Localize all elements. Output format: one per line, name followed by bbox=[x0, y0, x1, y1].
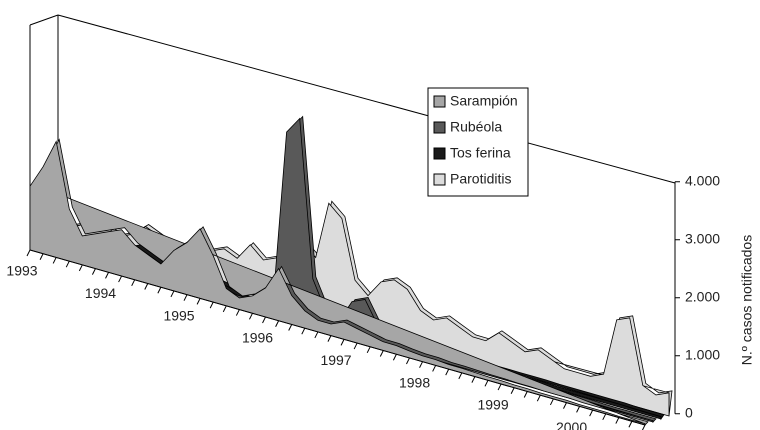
legend-swatch bbox=[433, 173, 446, 186]
x-tick-label: 1995 bbox=[163, 307, 194, 323]
legend-label: Rubéola bbox=[450, 119, 502, 135]
x-tick bbox=[432, 365, 437, 372]
wall-edge bbox=[29, 14, 59, 26]
legend-swatch bbox=[433, 95, 446, 108]
x-tick bbox=[65, 260, 70, 268]
area bbox=[29, 140, 646, 426]
x-tick bbox=[458, 372, 463, 380]
x-tick bbox=[602, 413, 607, 421]
x-tick bbox=[366, 346, 371, 354]
x-tick bbox=[392, 354, 397, 361]
y-tick-label: 2.000 bbox=[685, 288, 720, 304]
x-tick bbox=[248, 313, 253, 320]
x-tick bbox=[78, 264, 83, 272]
x-tick-label: 1997 bbox=[320, 352, 351, 368]
x-tick bbox=[26, 249, 31, 257]
legend: Sarampión Rubéola Tos ferina Parotiditis bbox=[427, 87, 529, 197]
x-tick bbox=[549, 398, 554, 406]
x-tick bbox=[471, 376, 476, 383]
x-tick bbox=[105, 272, 109, 279]
legend-swatch bbox=[433, 121, 446, 134]
x-tick-label: 2000 bbox=[556, 419, 587, 430]
x-tick bbox=[157, 287, 162, 294]
x-tick bbox=[406, 357, 410, 365]
x-tick bbox=[510, 387, 515, 394]
legend-label: Sarampión bbox=[450, 93, 518, 109]
x-tick bbox=[275, 320, 280, 327]
x-tick bbox=[131, 279, 136, 287]
x-tick-label: 1993 bbox=[6, 263, 37, 279]
legend-label: Tos ferina bbox=[450, 145, 511, 161]
y-tick-label: 0 bbox=[685, 404, 693, 420]
x-tick bbox=[563, 402, 567, 409]
x-tick bbox=[222, 305, 227, 313]
x-tick bbox=[379, 350, 384, 357]
x-tick bbox=[576, 406, 581, 413]
x-tick bbox=[523, 391, 528, 398]
x-tick bbox=[314, 331, 319, 339]
x-tick bbox=[327, 335, 332, 342]
x-tick bbox=[144, 283, 149, 290]
x-tick bbox=[91, 268, 96, 275]
x-tick bbox=[196, 298, 201, 305]
area-top bbox=[32, 138, 649, 427]
y-tick-label: 3.000 bbox=[685, 230, 720, 246]
x-tick bbox=[445, 368, 450, 376]
x-tick bbox=[589, 409, 594, 417]
x-tick bbox=[39, 253, 44, 260]
x-tick bbox=[262, 316, 266, 324]
x-tick bbox=[641, 424, 646, 430]
x-tick bbox=[615, 417, 620, 424]
x-tick bbox=[170, 290, 175, 298]
y-axis-title: N.º casos notificados bbox=[739, 235, 755, 365]
x-tick bbox=[288, 324, 293, 331]
x-tick bbox=[235, 309, 240, 316]
x-tick bbox=[183, 294, 188, 301]
x-tick bbox=[497, 383, 502, 391]
y-tick-label: 4.000 bbox=[685, 172, 720, 188]
x-tick bbox=[52, 257, 57, 264]
x-axis bbox=[29, 249, 646, 426]
legend-label: Parotiditis bbox=[450, 171, 511, 187]
x-tick bbox=[118, 275, 123, 283]
x-tick bbox=[209, 301, 214, 309]
x-tick-label: 1998 bbox=[399, 374, 430, 390]
legend-swatch bbox=[433, 147, 446, 160]
x-tick bbox=[301, 327, 306, 335]
x-tick bbox=[419, 361, 424, 368]
x-tick bbox=[628, 421, 633, 428]
x-tick bbox=[536, 394, 541, 402]
x-tick bbox=[484, 380, 489, 387]
x-tick-label: 1996 bbox=[242, 330, 273, 346]
x-tick-label: 1999 bbox=[477, 397, 508, 413]
x-tick bbox=[340, 339, 345, 346]
wall-edge bbox=[57, 14, 676, 184]
y-tick-label: 1.000 bbox=[685, 346, 720, 362]
x-tick-label: 1994 bbox=[85, 285, 116, 301]
x-tick bbox=[353, 342, 358, 350]
